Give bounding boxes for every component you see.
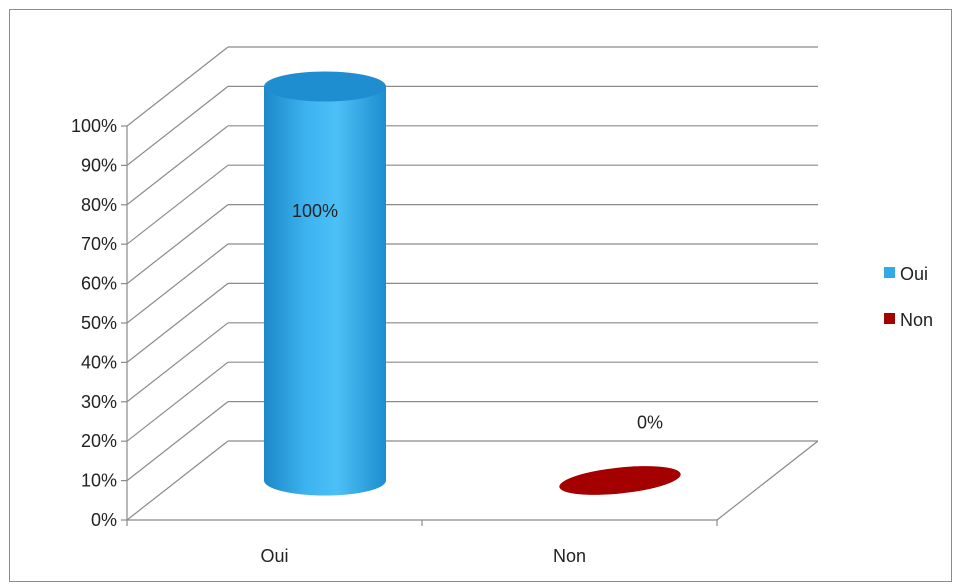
chart-frame — [9, 9, 952, 582]
legend-label: Non — [900, 310, 933, 330]
gridline-side — [126, 46, 229, 127]
gridline-side — [126, 322, 229, 403]
gridline-side — [126, 282, 229, 363]
gridline-side — [126, 440, 229, 521]
y-tick-label: 30% — [81, 392, 117, 412]
data-label: 0% — [637, 413, 663, 433]
gridline-side — [126, 243, 229, 324]
y-tick-label: 40% — [81, 352, 117, 372]
y-tick-label: 100% — [71, 116, 117, 136]
y-tick-label: 20% — [81, 431, 117, 451]
gridline-side — [126, 204, 229, 285]
legend-swatch — [884, 313, 895, 324]
gridline-side — [126, 361, 229, 442]
y-tick-label: 70% — [81, 234, 117, 254]
y-tick-label: 90% — [81, 155, 117, 175]
data-label: 100% — [292, 201, 338, 221]
y-tick-label: 10% — [81, 471, 117, 491]
gridline-side — [126, 85, 229, 166]
legend: Oui Non — [884, 264, 933, 330]
bar-oui — [264, 86, 386, 496]
x-axis-categories: Oui Non — [260, 546, 586, 566]
gridlines — [126, 46, 819, 521]
y-tick-label: 50% — [81, 313, 117, 333]
gridline-side — [126, 401, 229, 482]
category-label: Oui — [260, 546, 288, 566]
category-label: Non — [553, 546, 586, 566]
y-tick-label: 0% — [91, 510, 117, 530]
axes — [126, 126, 718, 526]
legend-label: Oui — [900, 264, 928, 284]
gridline-side — [126, 164, 229, 245]
bar-top-oui — [264, 71, 386, 102]
floor-edge-right — [716, 440, 819, 521]
y-tick-label: 60% — [81, 274, 117, 294]
bars — [264, 71, 681, 496]
legend-swatch — [884, 267, 895, 278]
y-axis-ticks: 0% 10% 20% 30% 40% 50% 60% 70% 80% 90% 100% — [71, 116, 127, 530]
bar-non — [559, 466, 681, 495]
y-tick-label: 80% — [81, 195, 117, 215]
gridline-side — [126, 125, 229, 206]
data-labels: 100% 0% — [292, 201, 663, 433]
